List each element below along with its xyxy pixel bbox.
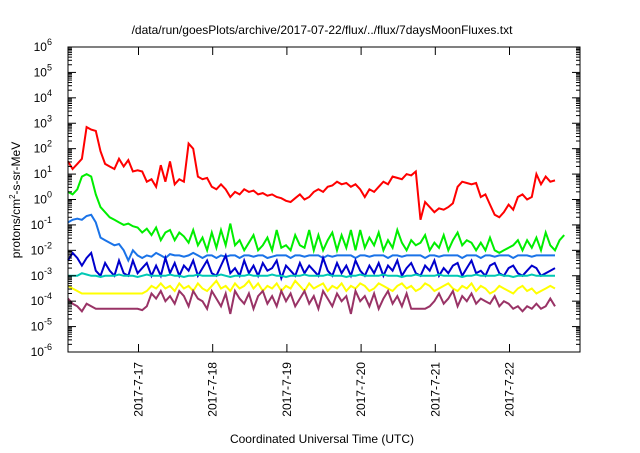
series-line-2: [67, 172, 565, 255]
y-tick-label: 10-4: [31, 291, 52, 308]
y-tick-label: 101: [34, 164, 52, 181]
chart-title: /data/run/goesPlots/archive/2017-07-22/f…: [132, 23, 514, 37]
y-axis-label-rest: -s-sr-MeV: [9, 142, 23, 195]
x-tick-label: 2017-7-20: [354, 362, 368, 417]
x-tick-label: 2017-7-22: [503, 362, 517, 417]
x-tick-label: 2017-7-21: [428, 362, 442, 417]
y-tick-label: 100: [34, 190, 52, 207]
y-tick-label: 102: [34, 139, 52, 156]
x-tick-label: 2017-7-19: [280, 362, 294, 417]
series-layer: [67, 125, 565, 315]
y-tick-label: 10-2: [31, 240, 52, 257]
series-line-4: [67, 250, 556, 282]
series-line-6: [67, 279, 556, 295]
series-line-7: [67, 287, 556, 315]
x-axis-label: Coordinated Universal Time (UTC): [230, 432, 414, 446]
y-axis-label: protons/cm2-s-sr-MeV: [8, 142, 23, 258]
y-axis-label-sup: 2: [8, 194, 17, 199]
series-line-5: [68, 272, 555, 279]
x-tick-label: 2017-7-18: [206, 362, 220, 417]
x-ticks: 2017-7-17 2017-7-18 2017-7-19 2017-7-20 2017…: [131, 47, 517, 417]
y-tick-label: 10-5: [31, 317, 52, 334]
y-tick-label: 103: [34, 113, 52, 130]
series-line-1: [67, 125, 556, 221]
y-ticks: 10-6 10-5 10-4 10-3 10-2 10-1 100 101 102 103 104 1…: [31, 37, 580, 359]
x-tick-label: 2017-7-17: [131, 362, 145, 417]
y-tick-label: 10-1: [31, 215, 52, 232]
y-tick-label: 10-6: [31, 342, 52, 359]
y-tick-label: 106: [34, 37, 52, 54]
plot-frame: [67, 46, 581, 353]
y-tick-label: 104: [34, 88, 52, 105]
series-line-3: [67, 213, 555, 263]
y-axis-label-main: protons/cm: [9, 199, 23, 258]
y-tick-label: 105: [34, 62, 52, 79]
y-tick-label: 10-3: [31, 266, 52, 283]
